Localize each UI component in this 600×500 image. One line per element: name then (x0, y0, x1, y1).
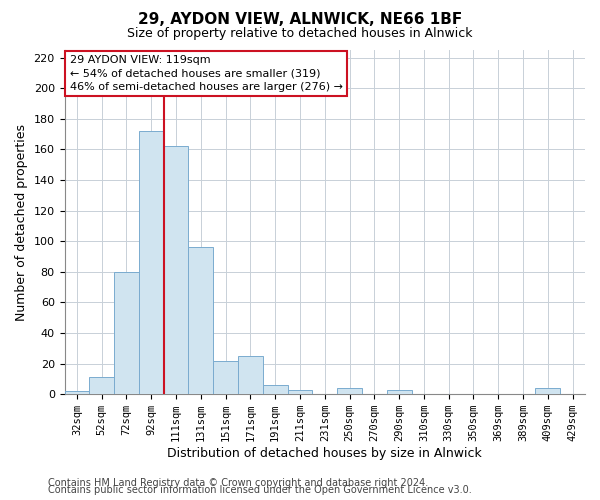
Bar (114, 272, 139, 394)
Bar (535, 388, 560, 394)
Bar (387, 390, 412, 394)
Text: Contains HM Land Registry data © Crown copyright and database right 2024.: Contains HM Land Registry data © Crown c… (48, 478, 428, 488)
Bar (287, 390, 313, 394)
X-axis label: Distribution of detached houses by size in Alnwick: Distribution of detached houses by size … (167, 447, 482, 460)
Text: Contains public sector information licensed under the Open Government Licence v3: Contains public sector information licen… (48, 485, 472, 495)
Bar (164, 146, 188, 394)
Bar (65, 391, 89, 394)
Bar (139, 131, 164, 394)
Bar (238, 356, 263, 394)
Bar (188, 248, 213, 394)
Bar (213, 360, 238, 394)
Text: 29 AYDON VIEW: 119sqm
← 54% of detached houses are smaller (319)
46% of semi-det: 29 AYDON VIEW: 119sqm ← 54% of detached … (70, 55, 343, 92)
Bar (263, 385, 287, 394)
Text: Size of property relative to detached houses in Alnwick: Size of property relative to detached ho… (127, 28, 473, 40)
Bar (89, 378, 114, 394)
Bar (337, 388, 362, 394)
Text: 29, AYDON VIEW, ALNWICK, NE66 1BF: 29, AYDON VIEW, ALNWICK, NE66 1BF (138, 12, 462, 28)
Y-axis label: Number of detached properties: Number of detached properties (15, 124, 28, 320)
